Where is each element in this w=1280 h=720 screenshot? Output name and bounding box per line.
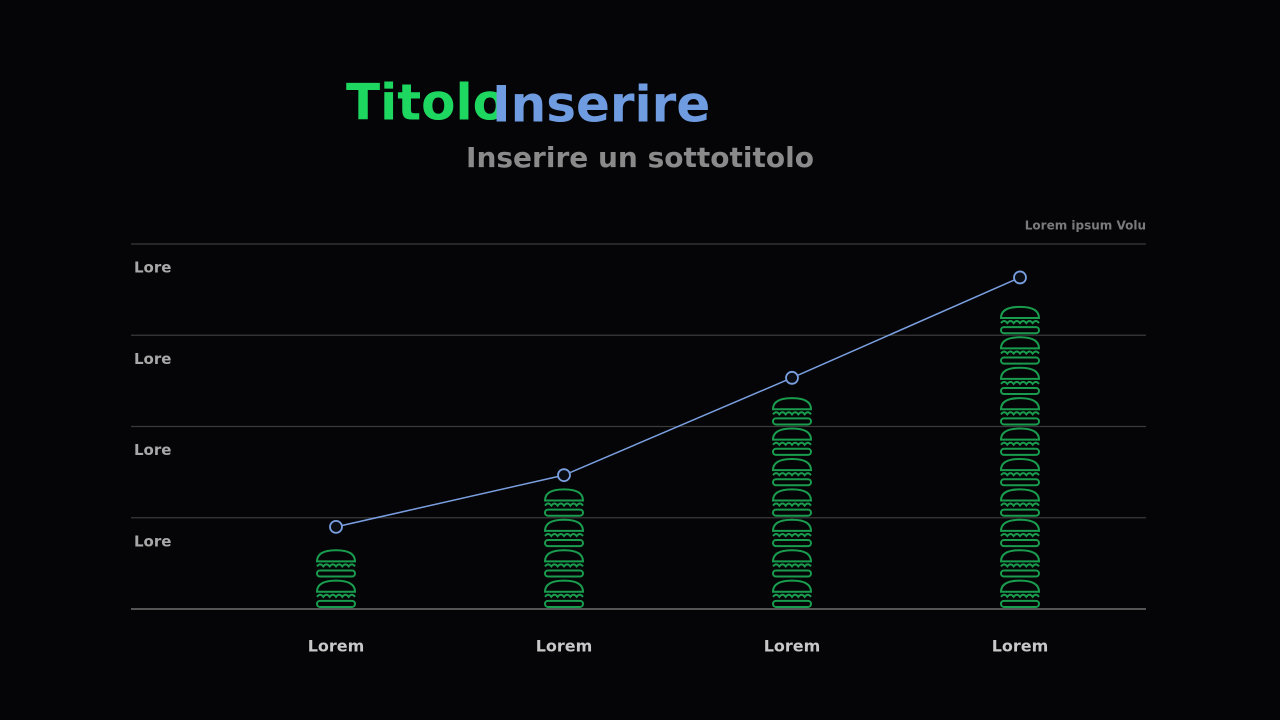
title-part: Inserire bbox=[492, 76, 710, 134]
y-tick-label: Lore bbox=[134, 259, 171, 277]
x-tick-label: Lorem bbox=[992, 637, 1049, 656]
burger-bottom bbox=[772, 478, 812, 487]
title-part: Titolo bbox=[346, 74, 507, 132]
burger-bun bbox=[999, 518, 1041, 532]
line-marker bbox=[1013, 270, 1027, 285]
burger-bottom bbox=[1000, 356, 1040, 365]
burger-bottom bbox=[544, 569, 584, 578]
burger-bottom bbox=[772, 508, 812, 517]
burger-bottom bbox=[1000, 508, 1040, 517]
burger-bottom bbox=[544, 599, 584, 608]
burger-lettuce bbox=[772, 532, 812, 538]
burger-lettuce bbox=[1000, 411, 1040, 416]
burger-lettuce bbox=[1000, 441, 1040, 447]
burger-lettuce bbox=[1000, 380, 1040, 386]
x-tick-label: Lorem bbox=[308, 637, 365, 656]
icon-stack bbox=[543, 488, 585, 608]
burger-bun bbox=[543, 518, 585, 532]
burger-bun bbox=[999, 549, 1041, 563]
burger-bottom bbox=[1000, 447, 1040, 456]
burger-bun bbox=[771, 579, 813, 593]
burger-lettuce bbox=[772, 593, 812, 599]
icon-stack bbox=[771, 397, 813, 608]
burger-lettuce bbox=[1000, 563, 1040, 569]
burger-bun bbox=[543, 549, 585, 563]
burger-lettuce bbox=[772, 502, 812, 508]
icon-stack bbox=[999, 305, 1041, 608]
burger-bun bbox=[543, 488, 585, 502]
x-tick-label: Lorem bbox=[536, 637, 593, 656]
burger-lettuce bbox=[1000, 472, 1040, 477]
burger-lettuce bbox=[1000, 502, 1040, 508]
burger-bottom bbox=[772, 569, 812, 578]
icon-stack bbox=[315, 549, 357, 608]
burger-bun bbox=[543, 579, 585, 593]
burger-bottom bbox=[544, 508, 584, 517]
burger-bottom bbox=[1000, 326, 1040, 335]
burger-lettuce bbox=[1000, 320, 1040, 325]
burger-lettuce bbox=[316, 593, 356, 599]
burger-bun bbox=[771, 549, 813, 563]
burger-lettuce bbox=[772, 563, 812, 569]
burger-bun bbox=[771, 488, 813, 502]
burger-bottom bbox=[772, 599, 812, 608]
line-marker bbox=[557, 468, 571, 483]
burger-lettuce bbox=[316, 563, 356, 569]
burger-lettuce bbox=[544, 593, 584, 599]
burger-lettuce bbox=[544, 532, 584, 538]
burger-lettuce bbox=[544, 502, 584, 508]
burger-bottom bbox=[316, 569, 356, 578]
burger-lettuce bbox=[772, 472, 812, 477]
burger-lettuce bbox=[544, 563, 584, 569]
burger-bottom bbox=[1000, 386, 1040, 396]
burger-lettuce bbox=[772, 441, 812, 447]
burger-lettuce bbox=[772, 411, 812, 416]
x-tick-label: Lorem bbox=[764, 637, 821, 656]
burger-bun bbox=[999, 457, 1041, 472]
y-tick-label: Lore bbox=[134, 441, 171, 459]
y-tick-label: Lore bbox=[134, 532, 171, 550]
burger-bun bbox=[771, 397, 813, 411]
burger-bun bbox=[771, 518, 813, 532]
burger-lettuce bbox=[1000, 593, 1040, 599]
burger-bun bbox=[771, 427, 813, 441]
annotation: Lorem ipsum Volu bbox=[1025, 219, 1146, 233]
burger-bottom bbox=[772, 447, 812, 456]
burger-lettuce bbox=[1000, 532, 1040, 538]
burger-bun bbox=[999, 397, 1041, 411]
burger-bottom bbox=[772, 539, 812, 548]
burger-bun bbox=[771, 457, 813, 472]
burger-bottom bbox=[1000, 539, 1040, 548]
burger-bun bbox=[315, 549, 357, 563]
burger-bottom bbox=[544, 539, 584, 548]
burger-bottom bbox=[1000, 599, 1040, 608]
burger-bottom bbox=[1000, 569, 1040, 578]
subtitle: Inserire un sottotitolo bbox=[466, 141, 814, 174]
burger-bottom bbox=[1000, 478, 1040, 487]
burger-lettuce bbox=[1000, 350, 1040, 356]
burger-bun bbox=[999, 336, 1041, 350]
burger-bun bbox=[999, 579, 1041, 593]
y-tick-label: Lore bbox=[134, 350, 171, 368]
burger-bun bbox=[315, 579, 357, 593]
burger-bun bbox=[999, 488, 1041, 502]
line bbox=[335, 276, 1021, 528]
burger-bottom bbox=[1000, 417, 1040, 426]
burger-bottom bbox=[772, 417, 812, 426]
burger-bottom bbox=[316, 599, 356, 608]
line-marker bbox=[785, 370, 799, 385]
line-marker bbox=[329, 519, 343, 534]
burger-bun bbox=[999, 427, 1041, 441]
burger-bun bbox=[999, 366, 1041, 380]
burger-bun bbox=[999, 305, 1041, 320]
